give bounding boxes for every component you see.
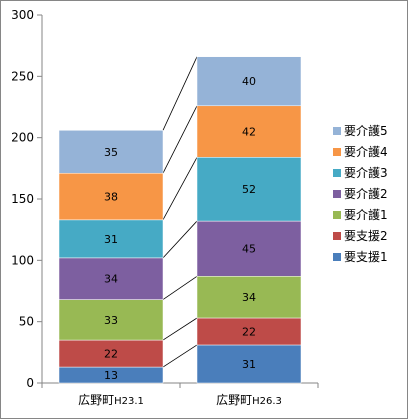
data-label: 52: [242, 183, 256, 196]
bar-segment: [196, 105, 302, 158]
legend-swatch: [333, 253, 341, 261]
bar-segment: [196, 317, 302, 346]
legend-swatch: [333, 232, 341, 240]
x-category-label-main: 広野町: [78, 393, 114, 407]
x-category-label-sub: H23.1: [114, 396, 144, 407]
y-tick-label: 300: [11, 8, 34, 22]
x-category-label-main: 広野町: [216, 393, 252, 407]
data-label: 13: [104, 369, 118, 382]
x-category-label-sub: H26.3: [252, 396, 282, 407]
bar-segment: [58, 172, 164, 221]
legend: 要介護5 要介護4 要介護3 要介護2 要介護1 要支援2 要支援1: [333, 123, 388, 264]
series-connector-lines: [162, 56, 198, 368]
data-label: 34: [242, 291, 256, 304]
series-line: [162, 157, 198, 221]
bar-segment: [58, 299, 164, 341]
bar-segment: [196, 157, 302, 222]
legend-label: 要支援1: [344, 250, 388, 264]
bar-segment: [196, 220, 302, 277]
data-label: 42: [242, 126, 256, 139]
series-line: [162, 56, 198, 131]
data-label: 35: [104, 146, 118, 159]
legend-swatch: [333, 127, 341, 135]
series-line: [162, 317, 198, 341]
data-label: 45: [242, 243, 256, 256]
data-label: 33: [104, 314, 118, 327]
legend-swatch: [333, 190, 341, 198]
y-tick-label: 150: [11, 192, 34, 206]
legend-swatch: [333, 148, 341, 156]
legend-label: 要介護4: [344, 144, 388, 159]
data-label: 40: [242, 75, 256, 88]
legend-label: 要介護2: [344, 186, 388, 201]
x-category-label: 広野町H26.3: [216, 393, 282, 407]
data-label: 22: [104, 348, 118, 361]
legend-label: 要支援2: [344, 229, 388, 243]
y-tick-label: 100: [11, 253, 34, 267]
legend-label: 要介護3: [344, 165, 388, 180]
data-label: 34: [104, 273, 118, 286]
bars: 13 22 33 34 31 38 35 31 22 34 45 52 42 40: [58, 56, 302, 384]
data-label: 38: [104, 191, 118, 204]
y-tick-label: 200: [11, 131, 34, 145]
bar-segment: [58, 257, 164, 300]
x-category-label: 広野町H23.1: [78, 393, 144, 407]
data-label: 22: [242, 325, 256, 338]
data-label: 31: [104, 233, 118, 246]
series-line: [162, 344, 198, 368]
y-tick-label: 50: [19, 315, 34, 329]
data-label: 31: [242, 358, 256, 371]
bar-segment: [58, 130, 164, 174]
series-line: [162, 275, 198, 300]
y-tick-label: 250: [11, 69, 34, 83]
legend-label: 要介護5: [344, 123, 388, 138]
series-line: [162, 105, 198, 174]
y-tick-label: 0: [26, 376, 34, 390]
bar-segment: [58, 339, 164, 368]
bar-segment: [196, 276, 302, 319]
bar-segment: [196, 344, 302, 384]
legend-swatch: [333, 169, 341, 177]
legend-label: 要介護1: [344, 207, 388, 222]
bar-segment: [196, 56, 302, 107]
series-line: [162, 220, 198, 259]
legend-swatch: [333, 211, 341, 219]
